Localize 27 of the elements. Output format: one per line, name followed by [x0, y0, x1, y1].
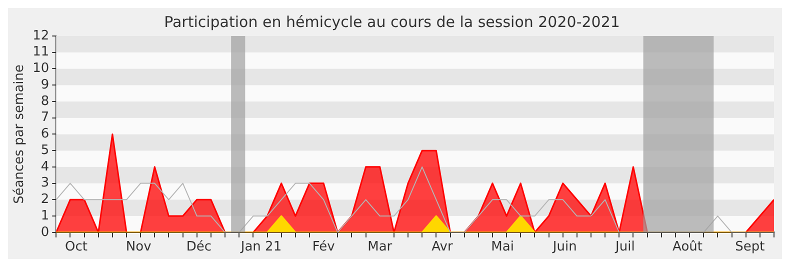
y-tick-label: 6 [40, 126, 50, 142]
y-tick-label: 12 [32, 28, 50, 44]
x-tick-label: Avr [432, 240, 454, 255]
y-tick-label: 5 [40, 142, 50, 158]
y-tick-label: 2 [40, 192, 50, 208]
y-tick-label: 7 [40, 110, 50, 126]
x-tick-label: Juin [552, 240, 577, 255]
x-tick-label: Jan 21 [240, 240, 282, 255]
y-tick-label: 3 [40, 176, 50, 191]
x-tick-label: Oct [65, 240, 88, 255]
x-tick-label: Août [672, 240, 703, 255]
y-tick-label: 1 [40, 208, 50, 224]
x-tick-label: Mar [368, 240, 393, 255]
chart-title: Participation en hémicycle au cours de la session 2020-2021 [164, 12, 620, 31]
x-tick-label: Mai [491, 240, 514, 255]
x-tick-label: Sept [735, 240, 765, 255]
y-tick-label: 10 [32, 61, 50, 76]
x-tick-label: Déc [186, 240, 212, 255]
y-tick-label: 9 [40, 77, 50, 92]
y-tick-label: 8 [40, 94, 50, 109]
x-tick-label: Nov [126, 240, 152, 255]
y-tick-label: 11 [32, 44, 50, 60]
x-tick-label: Juil [614, 240, 635, 255]
y-tick-label: 4 [40, 159, 50, 174]
y-tick-label: 0 [40, 224, 50, 240]
x-tick-label: Fév [312, 240, 336, 255]
y-axis-title: Séances par semaine [12, 64, 28, 204]
